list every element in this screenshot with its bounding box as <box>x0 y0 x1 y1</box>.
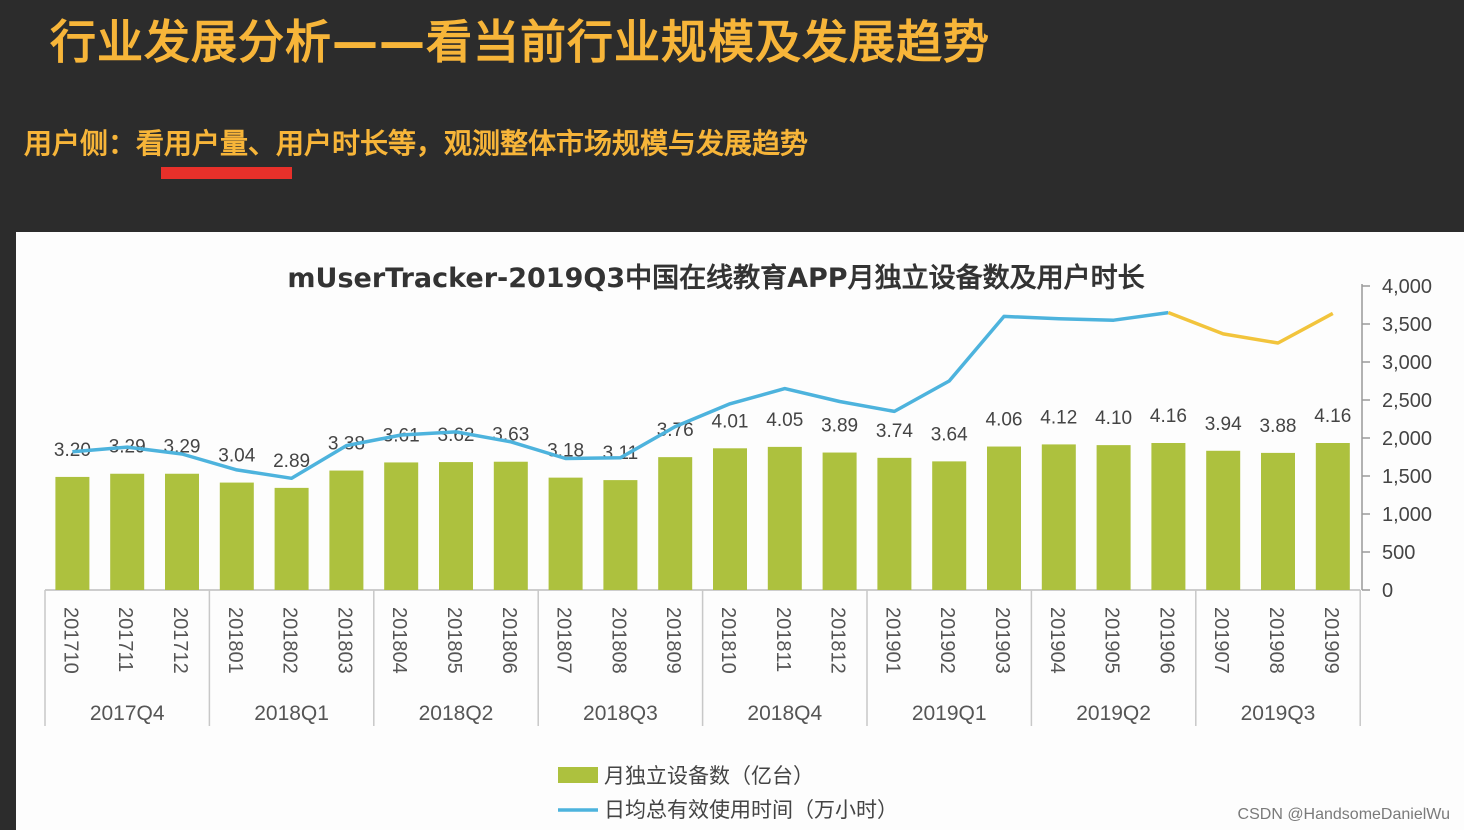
x-tick-label: 201810 <box>717 607 739 674</box>
chart-title: mUserTracker-2019Q3中国在线教育APP月独立设备数及用户时长 <box>287 262 1145 294</box>
x-tick-label: 201908 <box>1265 607 1287 674</box>
legend-label-usage-time: 日均总有效使用时间（万小时） <box>604 798 898 822</box>
line-series-usage-time <box>72 310 1169 481</box>
chart-panel: mUserTracker-2019Q3中国在线教育APP月独立设备数及用户时长 … <box>16 232 1464 830</box>
slide-title: 行业发展分析——看当前行业规模及发展趋势 <box>50 15 990 69</box>
line-series-usage-time-latest <box>1167 310 1334 345</box>
bar-value-label: 3.04 <box>218 446 255 467</box>
bar-201901 <box>877 457 912 590</box>
legend-label-devices: 月独立设备数（亿台） <box>604 764 814 788</box>
quarter-label: 2019Q2 <box>1076 702 1151 725</box>
x-tick-label: 201807 <box>553 607 575 674</box>
bar-201906 <box>1151 443 1186 590</box>
quarter-label: 2019Q1 <box>912 702 987 725</box>
bar-value-label: 2.89 <box>273 451 310 472</box>
bar-value-label: 3.62 <box>438 425 475 446</box>
slide-subtitle: 用户侧：看用户量、用户时长等，观测整体市场规模与发展趋势 <box>24 127 809 160</box>
x-tick-label: 201710 <box>59 607 81 674</box>
bar-201812 <box>822 452 857 590</box>
x-tick-label: 201901 <box>881 607 903 674</box>
quarter-label: 2018Q1 <box>254 702 329 725</box>
x-tick-label: 201906 <box>1155 607 1177 674</box>
bar-value-label: 4.16 <box>1314 406 1351 427</box>
x-tick-label: 201902 <box>936 607 958 674</box>
right-y-tick-label: 0 <box>1382 580 1393 602</box>
bar-value-label: 3.94 <box>1205 414 1242 435</box>
bar-201811 <box>767 446 802 590</box>
bar-201903 <box>987 446 1021 590</box>
x-tick-label: 201903 <box>991 607 1013 674</box>
bar-201902 <box>932 461 967 590</box>
x-tick-label: 201811 <box>772 607 794 672</box>
x-tick-label: 201909 <box>1320 607 1342 674</box>
bar-value-label: 4.06 <box>986 410 1023 431</box>
x-tick-label: 201802 <box>279 607 301 674</box>
right-y-tick-label: 2,500 <box>1382 390 1432 412</box>
x-tick-label: 201804 <box>388 607 410 674</box>
bar-201806 <box>493 461 528 590</box>
bar-201810 <box>713 448 747 590</box>
x-tick-label: 201805 <box>443 607 465 674</box>
highlight-underline <box>161 167 292 179</box>
bar-201711 <box>110 473 145 590</box>
bar-201809 <box>658 457 693 590</box>
right-y-tick-label: 4,000 <box>1382 276 1432 298</box>
x-tick-label: 201712 <box>169 607 191 674</box>
bar-value-label: 3.88 <box>1260 416 1297 437</box>
bar-value-label: 4.05 <box>766 410 803 431</box>
bar-value-label: 3.74 <box>876 421 913 442</box>
legend-swatch-devices <box>558 767 598 783</box>
bar-value-label: 3.64 <box>931 424 968 445</box>
bar-value-label: 4.12 <box>1040 407 1077 428</box>
x-tick-label: 201711 <box>114 607 136 672</box>
right-y-tick-label: 1,500 <box>1382 466 1432 488</box>
right-y-tick-label: 3,000 <box>1382 352 1432 374</box>
x-tick-label: 201806 <box>498 607 520 674</box>
bar-value-label: 3.89 <box>821 416 858 437</box>
quarter-label: 2019Q3 <box>1241 702 1316 725</box>
quarter-label: 2018Q4 <box>747 702 822 725</box>
bar-201905 <box>1096 445 1131 590</box>
bar-201808 <box>603 480 638 590</box>
bar-201907 <box>1206 450 1241 590</box>
x-tick-label: 201809 <box>662 607 684 674</box>
x-tick-label: 201812 <box>827 607 849 674</box>
right-y-tick-label: 3,500 <box>1382 314 1432 336</box>
watermark: CSDN @HandsomeDanielWu <box>1237 806 1450 823</box>
x-tick-label: 201803 <box>333 607 355 674</box>
bar-201909 <box>1315 443 1350 590</box>
bar-201803 <box>329 470 364 590</box>
bar-201804 <box>384 462 419 590</box>
combo-chart: mUserTracker-2019Q3中国在线教育APP月独立设备数及用户时长 … <box>44 262 1432 822</box>
x-tick-label: 201904 <box>1046 607 1068 674</box>
bar-201904 <box>1041 444 1076 590</box>
bar-value-label: 3.76 <box>657 420 694 441</box>
x-tick-label: 201907 <box>1210 607 1232 674</box>
bar-201805 <box>439 462 473 590</box>
right-y-tick-label: 1,000 <box>1382 504 1432 526</box>
bar-value-label: 4.10 <box>1095 408 1132 429</box>
bar-value-label: 3.11 <box>603 443 639 464</box>
bar-201712 <box>165 473 199 590</box>
bar-201807 <box>548 477 583 590</box>
x-tick-label: 201808 <box>607 607 629 674</box>
bar-201710 <box>55 476 90 590</box>
right-y-tick-label: 500 <box>1382 542 1415 564</box>
bar-201801 <box>219 482 254 590</box>
quarter-label: 2017Q4 <box>90 702 165 725</box>
bar-201908 <box>1261 452 1295 590</box>
bar-201802 <box>274 487 309 590</box>
x-tick-label: 201801 <box>224 607 246 674</box>
bar-value-label: 4.01 <box>712 411 749 432</box>
quarter-label: 2018Q2 <box>419 702 494 725</box>
x-tick-label: 201905 <box>1101 607 1123 674</box>
quarter-label: 2018Q3 <box>583 702 658 725</box>
bar-value-label: 4.16 <box>1150 406 1187 427</box>
right-y-tick-label: 2,000 <box>1382 428 1432 450</box>
